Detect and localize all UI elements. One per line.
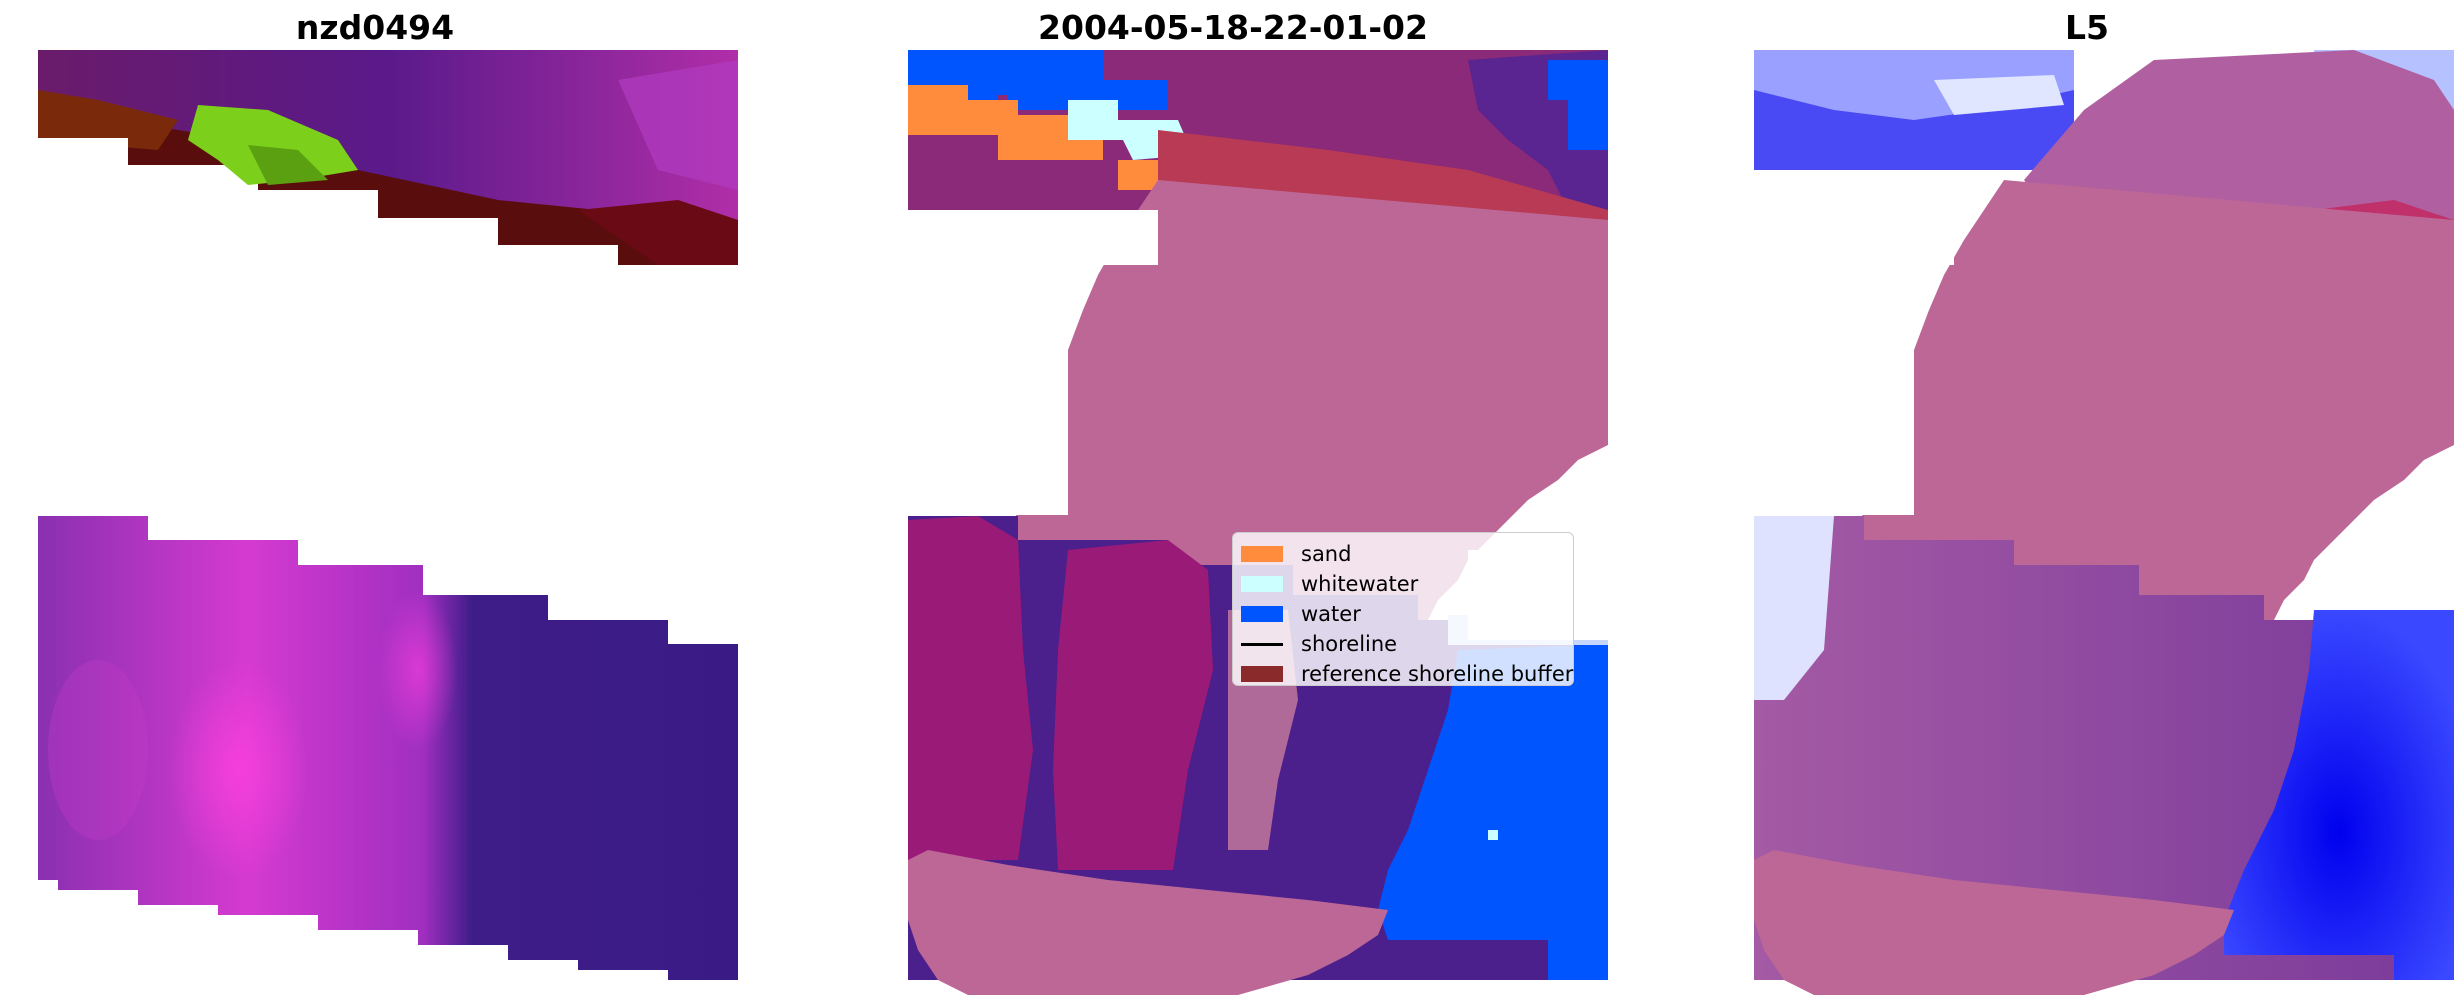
legend-line-shoreline: [1241, 642, 1283, 646]
class-pink-bottom: [908, 850, 1388, 995]
index-water-blue: [2224, 610, 2454, 980]
index-pink-overlay: [1844, 180, 2454, 650]
legend-swatch-water: [1241, 606, 1283, 622]
legend-swatch-sand: [1241, 546, 1283, 562]
index-pink-bottom: [1754, 850, 2234, 995]
legend-item-sand: sand: [1241, 539, 1563, 569]
classification-image: [908, 50, 1608, 995]
panel-title-index: L5: [2065, 8, 2109, 47]
rgb-vegetation-patch: [188, 105, 358, 185]
legend-item-water: water: [1241, 599, 1563, 629]
class-sand-top: [908, 85, 1103, 160]
legend-label-sand: sand: [1301, 542, 1352, 566]
legend-label-whitewater: whitewater: [1301, 572, 1419, 596]
legend-swatch-whitewater: [1241, 576, 1283, 592]
legend-item-reference-buffer: reference shoreline buffer: [1241, 659, 1573, 689]
legend-label-shoreline: shoreline: [1301, 632, 1398, 656]
rgb-image-panel: [38, 50, 738, 1000]
rgb-image: [38, 50, 738, 980]
index-panel: [1754, 50, 2454, 1000]
panel-title-rgb: nzd0494: [295, 8, 455, 47]
index-image: [1754, 50, 2454, 995]
class-magenta-1: [908, 516, 1033, 860]
class-water-bottom: [1378, 644, 1608, 980]
legend-swatch-reference-buffer: [1241, 666, 1283, 682]
legend: sand whitewater water shoreline referenc…: [1232, 532, 1574, 686]
legend-item-whitewater: whitewater: [1241, 569, 1563, 599]
legend-item-shoreline: shoreline: [1241, 629, 1563, 659]
classification-panel: [908, 50, 1608, 1000]
class-magenta-2: [1053, 540, 1213, 870]
panel-title-classification: 2004-05-18-22-01-02: [1038, 8, 1428, 47]
legend-label-water: water: [1301, 602, 1361, 626]
legend-label-reference-buffer: reference shoreline buffer: [1301, 662, 1574, 686]
